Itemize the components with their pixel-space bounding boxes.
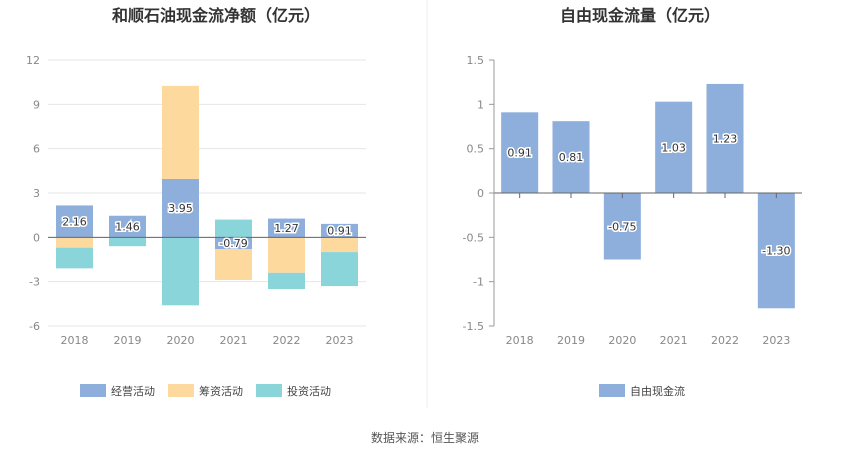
data-label: 1.27	[274, 222, 299, 235]
x-tick-label: 2022	[711, 334, 739, 347]
data-label: 0.91	[327, 225, 352, 238]
y-tick-label: 1.5	[467, 54, 485, 67]
legend: 自由现金流	[599, 384, 685, 398]
grid	[48, 59, 366, 327]
bar-2021	[655, 101, 693, 193]
bar-筹资活动-2021	[215, 249, 252, 281]
data-label: 1.46	[115, 221, 140, 234]
y-tick-label: -1.5	[463, 320, 484, 333]
y-tick-label: 6	[33, 143, 40, 156]
bar-投资活动-2021	[215, 219, 252, 238]
bar-筹资活动-2018	[56, 237, 93, 248]
y-axis: 1.5 1 0.5 0 -0.5 -1 -1.5	[463, 54, 484, 333]
data-label: -1.30	[762, 245, 790, 258]
bar-经营活动-2020	[162, 178, 199, 238]
cash-flow-net-chart: 和顺石油现金流净额（亿元） 12 9 6 3 0 -3 -6 2.16 1.46 3.95 -0.…	[26, 6, 366, 398]
x-tick-label: 2018	[61, 334, 89, 347]
data-label: 2.16	[62, 215, 87, 228]
data-label: 3.95	[168, 202, 193, 215]
bar-投资活动-2018	[56, 247, 93, 269]
x-tick-label: 2022	[273, 334, 301, 347]
data-label: 0.81	[559, 151, 584, 164]
bar-经营活动-2019	[109, 215, 146, 238]
legend-label: 筹资活动	[199, 384, 243, 398]
x-tick-label: 2019	[114, 334, 142, 347]
bar-投资活动-2020	[162, 237, 199, 306]
legend-label: 自由现金流	[630, 384, 685, 398]
legend-label: 投资活动	[287, 384, 331, 398]
bar-2022	[706, 83, 744, 193]
legend-swatch	[256, 384, 282, 397]
bars	[501, 83, 795, 309]
y-tick-label: -0.5	[463, 231, 484, 244]
bar-经营活动-2021	[215, 237, 252, 250]
y-axis: 12 9 6 3 0 -3 -6	[26, 54, 40, 333]
legend-label: 经营活动	[111, 384, 155, 398]
legend: 经营活动 筹资活动 投资活动	[80, 384, 331, 398]
x-tick-label: 2021	[220, 334, 248, 347]
y-tick-label: 9	[33, 98, 40, 111]
y-tick-label: 12	[26, 54, 40, 67]
y-tick-label: 0	[33, 231, 40, 244]
data-label: 0.91	[507, 147, 532, 160]
bar-筹资活动-2020	[162, 85, 199, 179]
free-cash-flow-chart: 自由现金流量（亿元） 1.5 1 0.5 0 -0.5 -1 -1.5 0.91 0.81 -0…	[463, 6, 802, 398]
x-tick-label: 2023	[326, 334, 354, 347]
bar-投资活动-2019	[109, 237, 146, 247]
chart-title: 自由现金流量（亿元）	[560, 6, 720, 25]
bars	[56, 85, 358, 306]
legend-swatch	[168, 384, 194, 397]
legend-swatch	[80, 384, 106, 397]
legend-swatch	[599, 384, 625, 397]
bar-2019	[552, 121, 590, 193]
axis-lines	[489, 59, 802, 327]
bar-筹资活动-2022	[268, 237, 305, 273]
bar-经营活动-2018	[56, 205, 93, 238]
bar-投资活动-2023	[321, 252, 358, 287]
bar-经营活动-2022	[268, 218, 305, 238]
y-tick-label: -3	[29, 276, 40, 289]
chart-title: 和顺石油现金流净额（亿元）	[112, 6, 320, 25]
x-axis: 2018 2019 2020 2021 2022 2023	[61, 334, 354, 347]
bar-筹资活动-2023	[321, 237, 358, 253]
x-tick-label: 2023	[762, 334, 790, 347]
x-tick-label: 2018	[506, 334, 534, 347]
x-tick-label: 2019	[557, 334, 585, 347]
bar-经营活动-2023	[321, 223, 358, 238]
bar-投资活动-2022	[268, 272, 305, 290]
source-note: 数据来源：恒生聚源	[371, 430, 479, 445]
data-labels: 0.91 0.81 -0.75 1.03 1.23 -1.30	[506, 131, 792, 259]
x-tick-label: 2020	[608, 334, 636, 347]
y-tick-label: 0	[477, 187, 484, 200]
data-label: -0.75	[608, 220, 636, 233]
y-tick-label: -1	[473, 276, 484, 289]
data-label: 1.03	[661, 141, 686, 154]
x-tick-label: 2021	[660, 334, 688, 347]
bar-2020	[603, 193, 641, 260]
y-tick-label: 1	[477, 98, 484, 111]
y-tick-label: -6	[29, 320, 40, 333]
data-label: -0.79	[219, 237, 247, 250]
bar-2023	[757, 193, 795, 309]
y-tick-label: 0.5	[467, 143, 485, 156]
x-tick-label: 2020	[167, 334, 195, 347]
x-axis: 2018 2019 2020 2021 2022 2023	[506, 334, 791, 347]
data-label: 1.23	[713, 132, 738, 145]
bar-2018	[501, 112, 539, 193]
y-tick-label: 3	[33, 187, 40, 200]
data-labels: 2.16 1.46 3.95 -0.79 1.27 0.91	[61, 201, 354, 252]
